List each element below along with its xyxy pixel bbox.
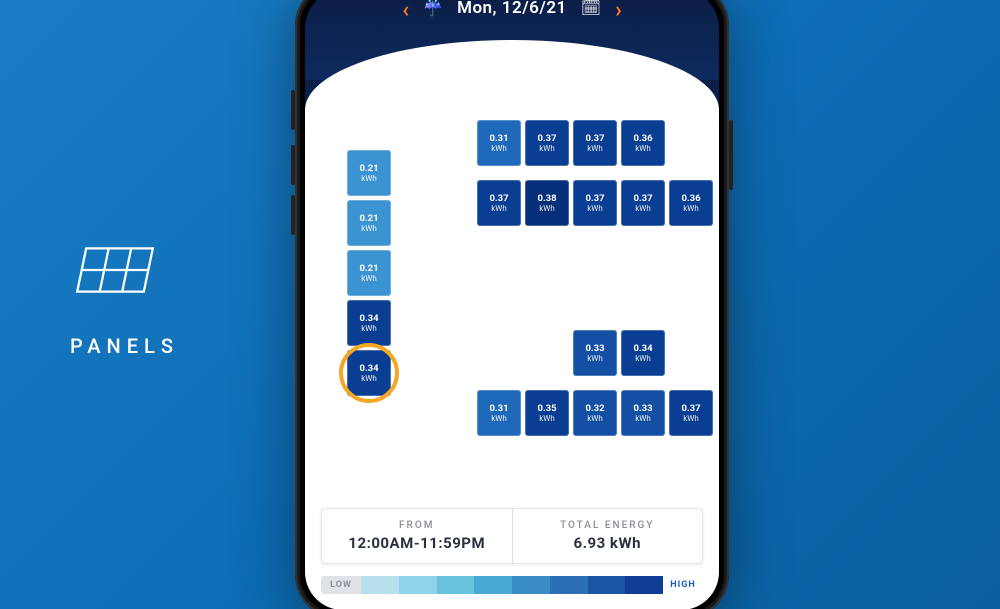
legend-segment xyxy=(512,576,550,594)
solar-panel-tile[interactable]: 0.33kWh xyxy=(573,330,617,376)
legend-segment xyxy=(437,576,475,594)
summary-from: FROM 12:00AM-11:59PM xyxy=(322,509,512,563)
legend-segment xyxy=(399,576,437,594)
panel-unit: kWh xyxy=(491,414,507,424)
panel-value: 0.32 xyxy=(585,403,604,414)
panel-unit: kWh xyxy=(361,174,377,184)
panel-value: 0.37 xyxy=(633,193,652,204)
panel-unit: kWh xyxy=(361,374,377,384)
solar-panel-tile[interactable]: 0.21kWh xyxy=(347,250,391,296)
legend-segment xyxy=(550,576,588,594)
solar-panel-tile[interactable]: 0.31kWh xyxy=(477,390,521,436)
panel-unit: kWh xyxy=(635,414,651,424)
panel-unit: kWh xyxy=(587,144,603,154)
legend-segment xyxy=(588,576,626,594)
solar-panel-tile[interactable]: 0.37kWh xyxy=(477,180,521,226)
phone-frame: ‹ ☔ Mon, 12/6/21 🗓 › 0.21kWh0.21kWh0.21k… xyxy=(295,0,729,609)
panel-value: 0.33 xyxy=(585,343,604,354)
panel-value: 0.34 xyxy=(359,363,378,374)
prev-day-button[interactable]: ‹ xyxy=(402,0,409,23)
solar-panel-tile[interactable]: 0.37kWh xyxy=(525,120,569,166)
panel-value: 0.37 xyxy=(537,133,556,144)
legend-low-label: LOW xyxy=(321,576,361,594)
total-value: 6.93 kWh xyxy=(574,534,641,552)
solar-panel-tile[interactable]: 0.36kWh xyxy=(621,120,665,166)
panel-value: 0.21 xyxy=(359,213,378,224)
panel-canvas: 0.21kWh0.21kWh0.21kWh0.34kWh0.34kWh0.31k… xyxy=(321,110,703,520)
legend-high-label: HIGH xyxy=(663,576,703,594)
panel-unit: kWh xyxy=(539,144,555,154)
panel-unit: kWh xyxy=(683,414,699,424)
legend-segment xyxy=(625,576,663,594)
solar-panel-tile[interactable]: 0.21kWh xyxy=(347,150,391,196)
legend-segment xyxy=(361,576,399,594)
panel-unit: kWh xyxy=(587,414,603,424)
weather-icon: ☔ xyxy=(423,0,443,17)
selected-date: Mon, 12/6/21 xyxy=(457,0,567,18)
solar-panel-tile[interactable]: 0.38kWh xyxy=(525,180,569,226)
panel-value: 0.35 xyxy=(537,403,556,414)
panel-value: 0.37 xyxy=(489,193,508,204)
panels-content: 0.21kWh0.21kWh0.21kWh0.34kWh0.34kWh0.31k… xyxy=(305,40,719,609)
panel-unit: kWh xyxy=(539,204,555,214)
panel-value: 0.31 xyxy=(489,133,508,144)
legend-segment xyxy=(474,576,512,594)
panel-unit: kWh xyxy=(491,204,507,214)
panel-value: 0.34 xyxy=(633,343,652,354)
solar-panel-tile[interactable]: 0.34kWh xyxy=(347,300,391,346)
panel-unit: kWh xyxy=(491,144,507,154)
panel-unit: kWh xyxy=(635,204,651,214)
app-screen: ‹ ☔ Mon, 12/6/21 🗓 › 0.21kWh0.21kWh0.21k… xyxy=(305,0,719,609)
summary-bar: FROM 12:00AM-11:59PM TOTAL ENERGY 6.93 k… xyxy=(321,508,703,564)
energy-legend: LOW HIGH xyxy=(321,576,703,594)
solar-panel-tile[interactable]: 0.33kWh xyxy=(621,390,665,436)
next-day-button[interactable]: › xyxy=(615,0,622,23)
solar-panel-tile[interactable]: 0.35kWh xyxy=(525,390,569,436)
total-label: TOTAL ENERGY xyxy=(560,520,654,531)
panel-value: 0.37 xyxy=(681,403,700,414)
panel-value: 0.37 xyxy=(585,193,604,204)
calendar-button[interactable]: 🗓 xyxy=(581,0,601,17)
solar-panel-tile[interactable]: 0.37kWh xyxy=(573,180,617,226)
panel-value: 0.37 xyxy=(585,133,604,144)
panel-unit: kWh xyxy=(587,354,603,364)
panel-value: 0.31 xyxy=(489,403,508,414)
solar-panel-tile[interactable]: 0.37kWh xyxy=(621,180,665,226)
solar-panel-tile[interactable]: 0.21kWh xyxy=(347,200,391,246)
panels-section-label: PANELS xyxy=(70,240,179,358)
solar-panel-tile[interactable]: 0.34kWh xyxy=(347,350,391,396)
panel-unit: kWh xyxy=(361,224,377,234)
panel-value: 0.36 xyxy=(681,193,700,204)
panel-value: 0.38 xyxy=(537,193,556,204)
from-label: FROM xyxy=(399,520,434,531)
panel-value: 0.36 xyxy=(633,133,652,144)
from-value: 12:00AM-11:59PM xyxy=(348,534,485,552)
panel-unit: kWh xyxy=(539,414,555,424)
panel-unit: kWh xyxy=(587,204,603,214)
panel-unit: kWh xyxy=(635,144,651,154)
solar-panel-tile[interactable]: 0.36kWh xyxy=(669,180,713,226)
summary-total: TOTAL ENERGY 6.93 kWh xyxy=(512,509,703,563)
solar-panel-tile[interactable]: 0.34kWh xyxy=(621,330,665,376)
solar-panel-tile[interactable]: 0.37kWh xyxy=(669,390,713,436)
panel-value: 0.33 xyxy=(633,403,652,414)
panel-value: 0.21 xyxy=(359,163,378,174)
solar-panel-tile[interactable]: 0.37kWh xyxy=(573,120,617,166)
panel-value: 0.21 xyxy=(359,263,378,274)
solar-panel-icon xyxy=(70,240,179,304)
panel-value: 0.34 xyxy=(359,313,378,324)
solar-panel-tile[interactable]: 0.31kWh xyxy=(477,120,521,166)
panel-unit: kWh xyxy=(683,204,699,214)
panels-label-text: PANELS xyxy=(70,334,179,358)
solar-panel-tile[interactable]: 0.32kWh xyxy=(573,390,617,436)
panel-unit: kWh xyxy=(361,324,377,334)
panel-unit: kWh xyxy=(635,354,651,364)
panel-unit: kWh xyxy=(361,274,377,284)
